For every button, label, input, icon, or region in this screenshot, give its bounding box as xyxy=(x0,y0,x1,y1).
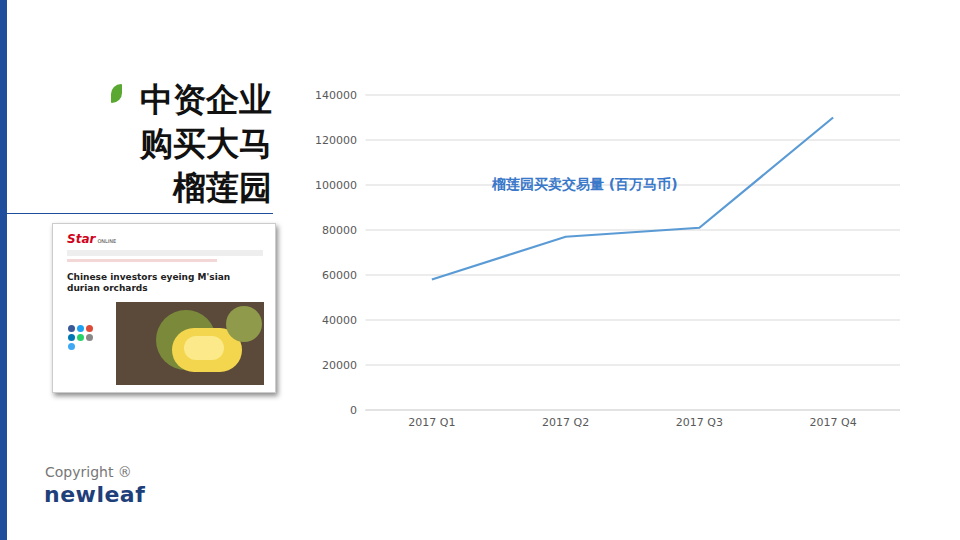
html-text:Chinese investors eyeing M'sia: Chinese investors eyeing M'sian durian o… xyxy=(67,272,231,293)
html-text:中资企业: 中资企业 xyxy=(140,80,272,119)
svg-text:2017 Q2: 2017 Q2 xyxy=(542,416,589,429)
html-text:newleaf: newleaf xyxy=(44,482,146,507)
svg-text:2017 Q4: 2017 Q4 xyxy=(810,416,857,429)
svg-text:100000: 100000 xyxy=(315,179,357,192)
html-text:ONLINE: ONLINE xyxy=(97,238,117,244)
html-text:Copyright ®: Copyright ® xyxy=(45,464,132,480)
svg-text:40000: 40000 xyxy=(322,314,357,327)
svg-text:140000: 140000 xyxy=(315,89,357,102)
svg-text:2017 Q1: 2017 Q1 xyxy=(408,416,455,429)
svg-text:120000: 120000 xyxy=(315,134,357,147)
svg-text:20000: 20000 xyxy=(322,359,357,372)
svg-text:60000: 60000 xyxy=(322,269,357,282)
html-text:榴莲园: 榴莲园 xyxy=(173,168,272,207)
svg-text:0: 0 xyxy=(350,404,357,417)
html-text:Star: Star xyxy=(67,232,96,246)
html-text:购买大马: 购买大马 xyxy=(140,124,272,163)
svg-text:80000: 80000 xyxy=(322,224,357,237)
html-text:榴莲园买卖交易量 (百万马币): 榴莲园买卖交易量 (百万马币) xyxy=(492,176,678,192)
svg-text:2017 Q3: 2017 Q3 xyxy=(676,416,723,429)
